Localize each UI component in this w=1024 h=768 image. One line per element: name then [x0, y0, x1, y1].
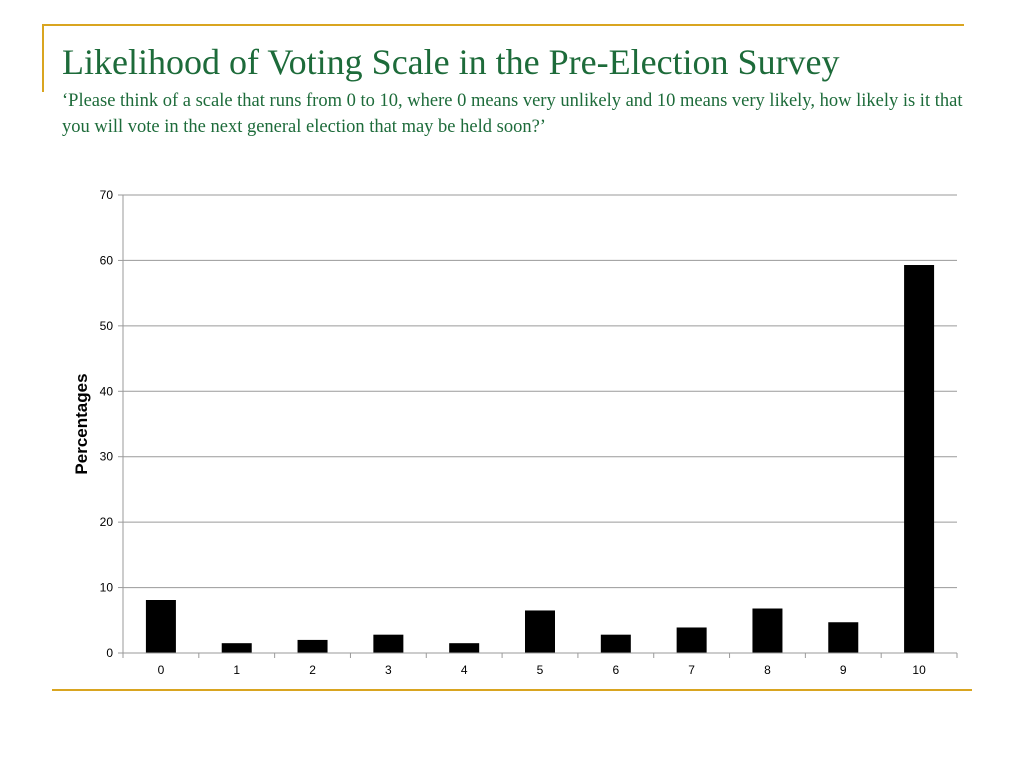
y-tick-label: 40 — [100, 384, 114, 398]
x-tick-label: 6 — [612, 663, 619, 677]
y-axis-title: Percentages — [72, 373, 91, 474]
bar-8 — [752, 608, 783, 653]
bar-5 — [525, 610, 555, 653]
x-tick-label: 10 — [912, 663, 926, 677]
x-tick-label: 3 — [385, 663, 392, 677]
bar-7 — [676, 627, 707, 653]
bar-2 — [297, 639, 328, 653]
bar-4 — [449, 643, 480, 653]
axes — [118, 194, 958, 658]
bar-9 — [828, 622, 859, 653]
y-tick-label: 50 — [100, 319, 114, 333]
bar-6 — [600, 634, 631, 653]
x-tick-label: 9 — [840, 663, 847, 677]
gridlines — [123, 194, 957, 589]
y-tick-label: 70 — [100, 188, 114, 202]
slide-subtitle: ‘Please think of a scale that runs from … — [62, 91, 963, 137]
bar-3 — [373, 634, 404, 653]
bar-chart: 0 10 20 30 40 50 60 70 0 1 2 3 4 5 6 7 8 9 10 Percentages — [72, 188, 958, 677]
y-tick-label: 20 — [100, 515, 114, 529]
x-tick-label: 2 — [309, 663, 316, 677]
x-tick-label: 0 — [158, 663, 165, 677]
x-tick-label: 1 — [233, 663, 240, 677]
x-tick-label: 7 — [688, 663, 695, 677]
top-accent-line — [42, 24, 964, 26]
y-tick-label: 10 — [100, 581, 114, 595]
bar-0 — [145, 600, 176, 653]
bottom-accent-line — [52, 689, 972, 691]
x-tick-label: 8 — [764, 663, 771, 677]
slide-title: Likelihood of Voting Scale in the Pre-El… — [62, 42, 840, 82]
bar-1 — [221, 643, 252, 653]
y-tick-label: 60 — [100, 253, 114, 267]
x-tick-label: 4 — [461, 663, 468, 677]
left-accent-line — [42, 24, 44, 92]
y-tick-label: 0 — [106, 646, 113, 660]
tick-labels: 0 10 20 30 40 50 60 70 0 1 2 3 4 5 6 7 8 9 10 — [100, 188, 926, 677]
x-tick-label: 5 — [537, 663, 544, 677]
bars — [145, 265, 935, 653]
y-tick-label: 30 — [100, 450, 114, 464]
bar-10 — [904, 265, 935, 653]
